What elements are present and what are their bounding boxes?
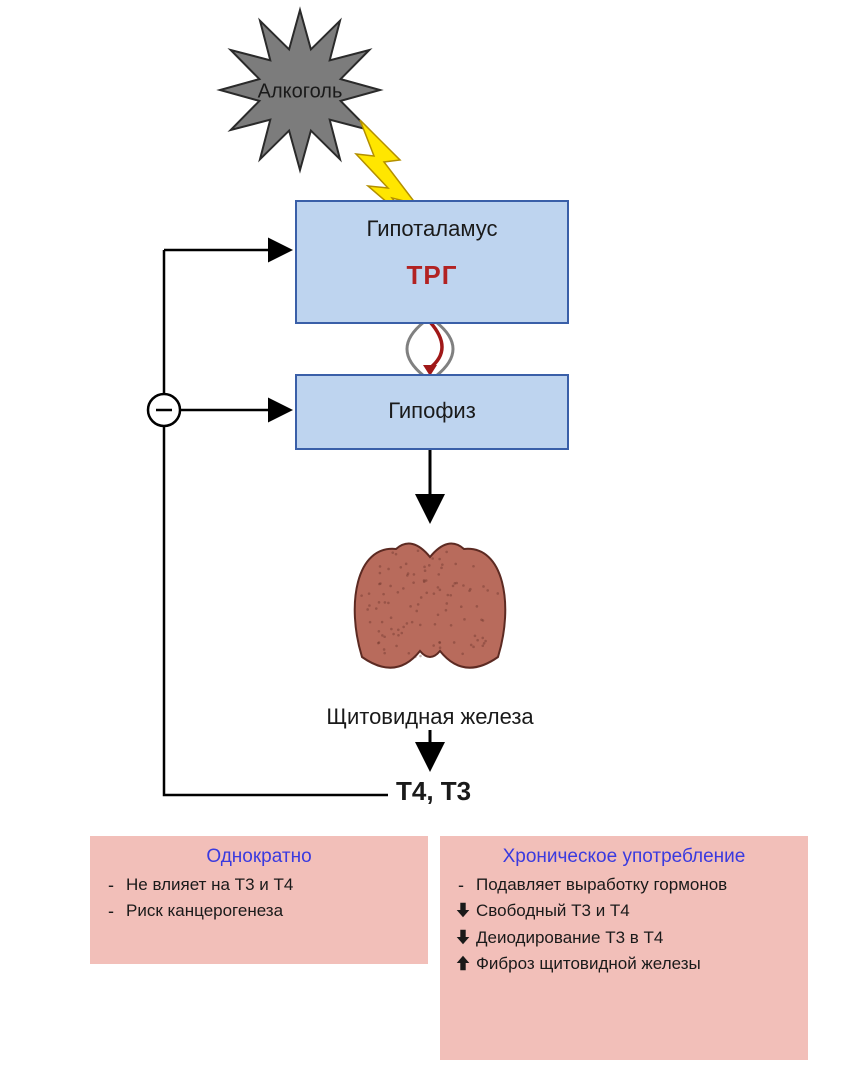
effects-chronic-box: Хроническое употребление Подавляет выраб… <box>440 836 808 1060</box>
pituitary-box: Гипофиз <box>295 374 569 450</box>
list-item: Подавляет выработку гормонов <box>454 874 794 895</box>
effects-acute-title: Однократно <box>104 846 414 868</box>
list-item: Деиодирование Т3 в Т4 <box>454 927 794 948</box>
effects-acute-box: Однократно Не влияет на Т3 и Т4 Риск канц… <box>90 836 428 964</box>
list-item-text: Фиброз щитовидной железы <box>476 954 701 973</box>
thyroid-icon <box>355 544 506 668</box>
effects-chronic-list: Подавляет выработку гормонов Свободный Т… <box>454 874 794 974</box>
effects-acute-list: Не влияет на Т3 и Т4 Риск канцерогенеза <box>104 874 414 922</box>
diagram-stage: Алкоголь Гипоталамус ТРГ <box>0 0 860 1080</box>
pituitary-label: Гипофиз <box>297 398 567 424</box>
thyroid-label: Щитовидная железа <box>310 704 550 730</box>
list-item: Фиброз щитовидной железы <box>454 953 794 974</box>
list-item-text: Не влияет на Т3 и Т4 <box>126 875 293 894</box>
list-item-text: Свободный Т3 и Т4 <box>476 901 630 920</box>
list-item-text: Деиодирование Т3 в Т4 <box>476 928 663 947</box>
list-item: Свободный Т3 и Т4 <box>454 900 794 921</box>
list-item-text: Риск канцерогенеза <box>126 901 283 920</box>
effects-chronic-title: Хроническое употребление <box>454 846 794 868</box>
hypothalamus-label: Гипоталамус <box>297 216 567 242</box>
list-item: Риск канцерогенеза <box>104 900 414 921</box>
hormones-label: Т4, Т3 <box>396 776 471 807</box>
list-item-text: Подавляет выработку гормонов <box>476 875 727 894</box>
starburst-label: Алкоголь <box>258 80 343 102</box>
curved-arrow-icon <box>407 322 453 376</box>
trh-label: ТРГ <box>297 260 567 291</box>
hypothalamus-box: Гипоталамус ТРГ <box>295 200 569 324</box>
starburst-icon: Алкоголь <box>220 10 380 170</box>
list-item: Не влияет на Т3 и Т4 <box>104 874 414 895</box>
